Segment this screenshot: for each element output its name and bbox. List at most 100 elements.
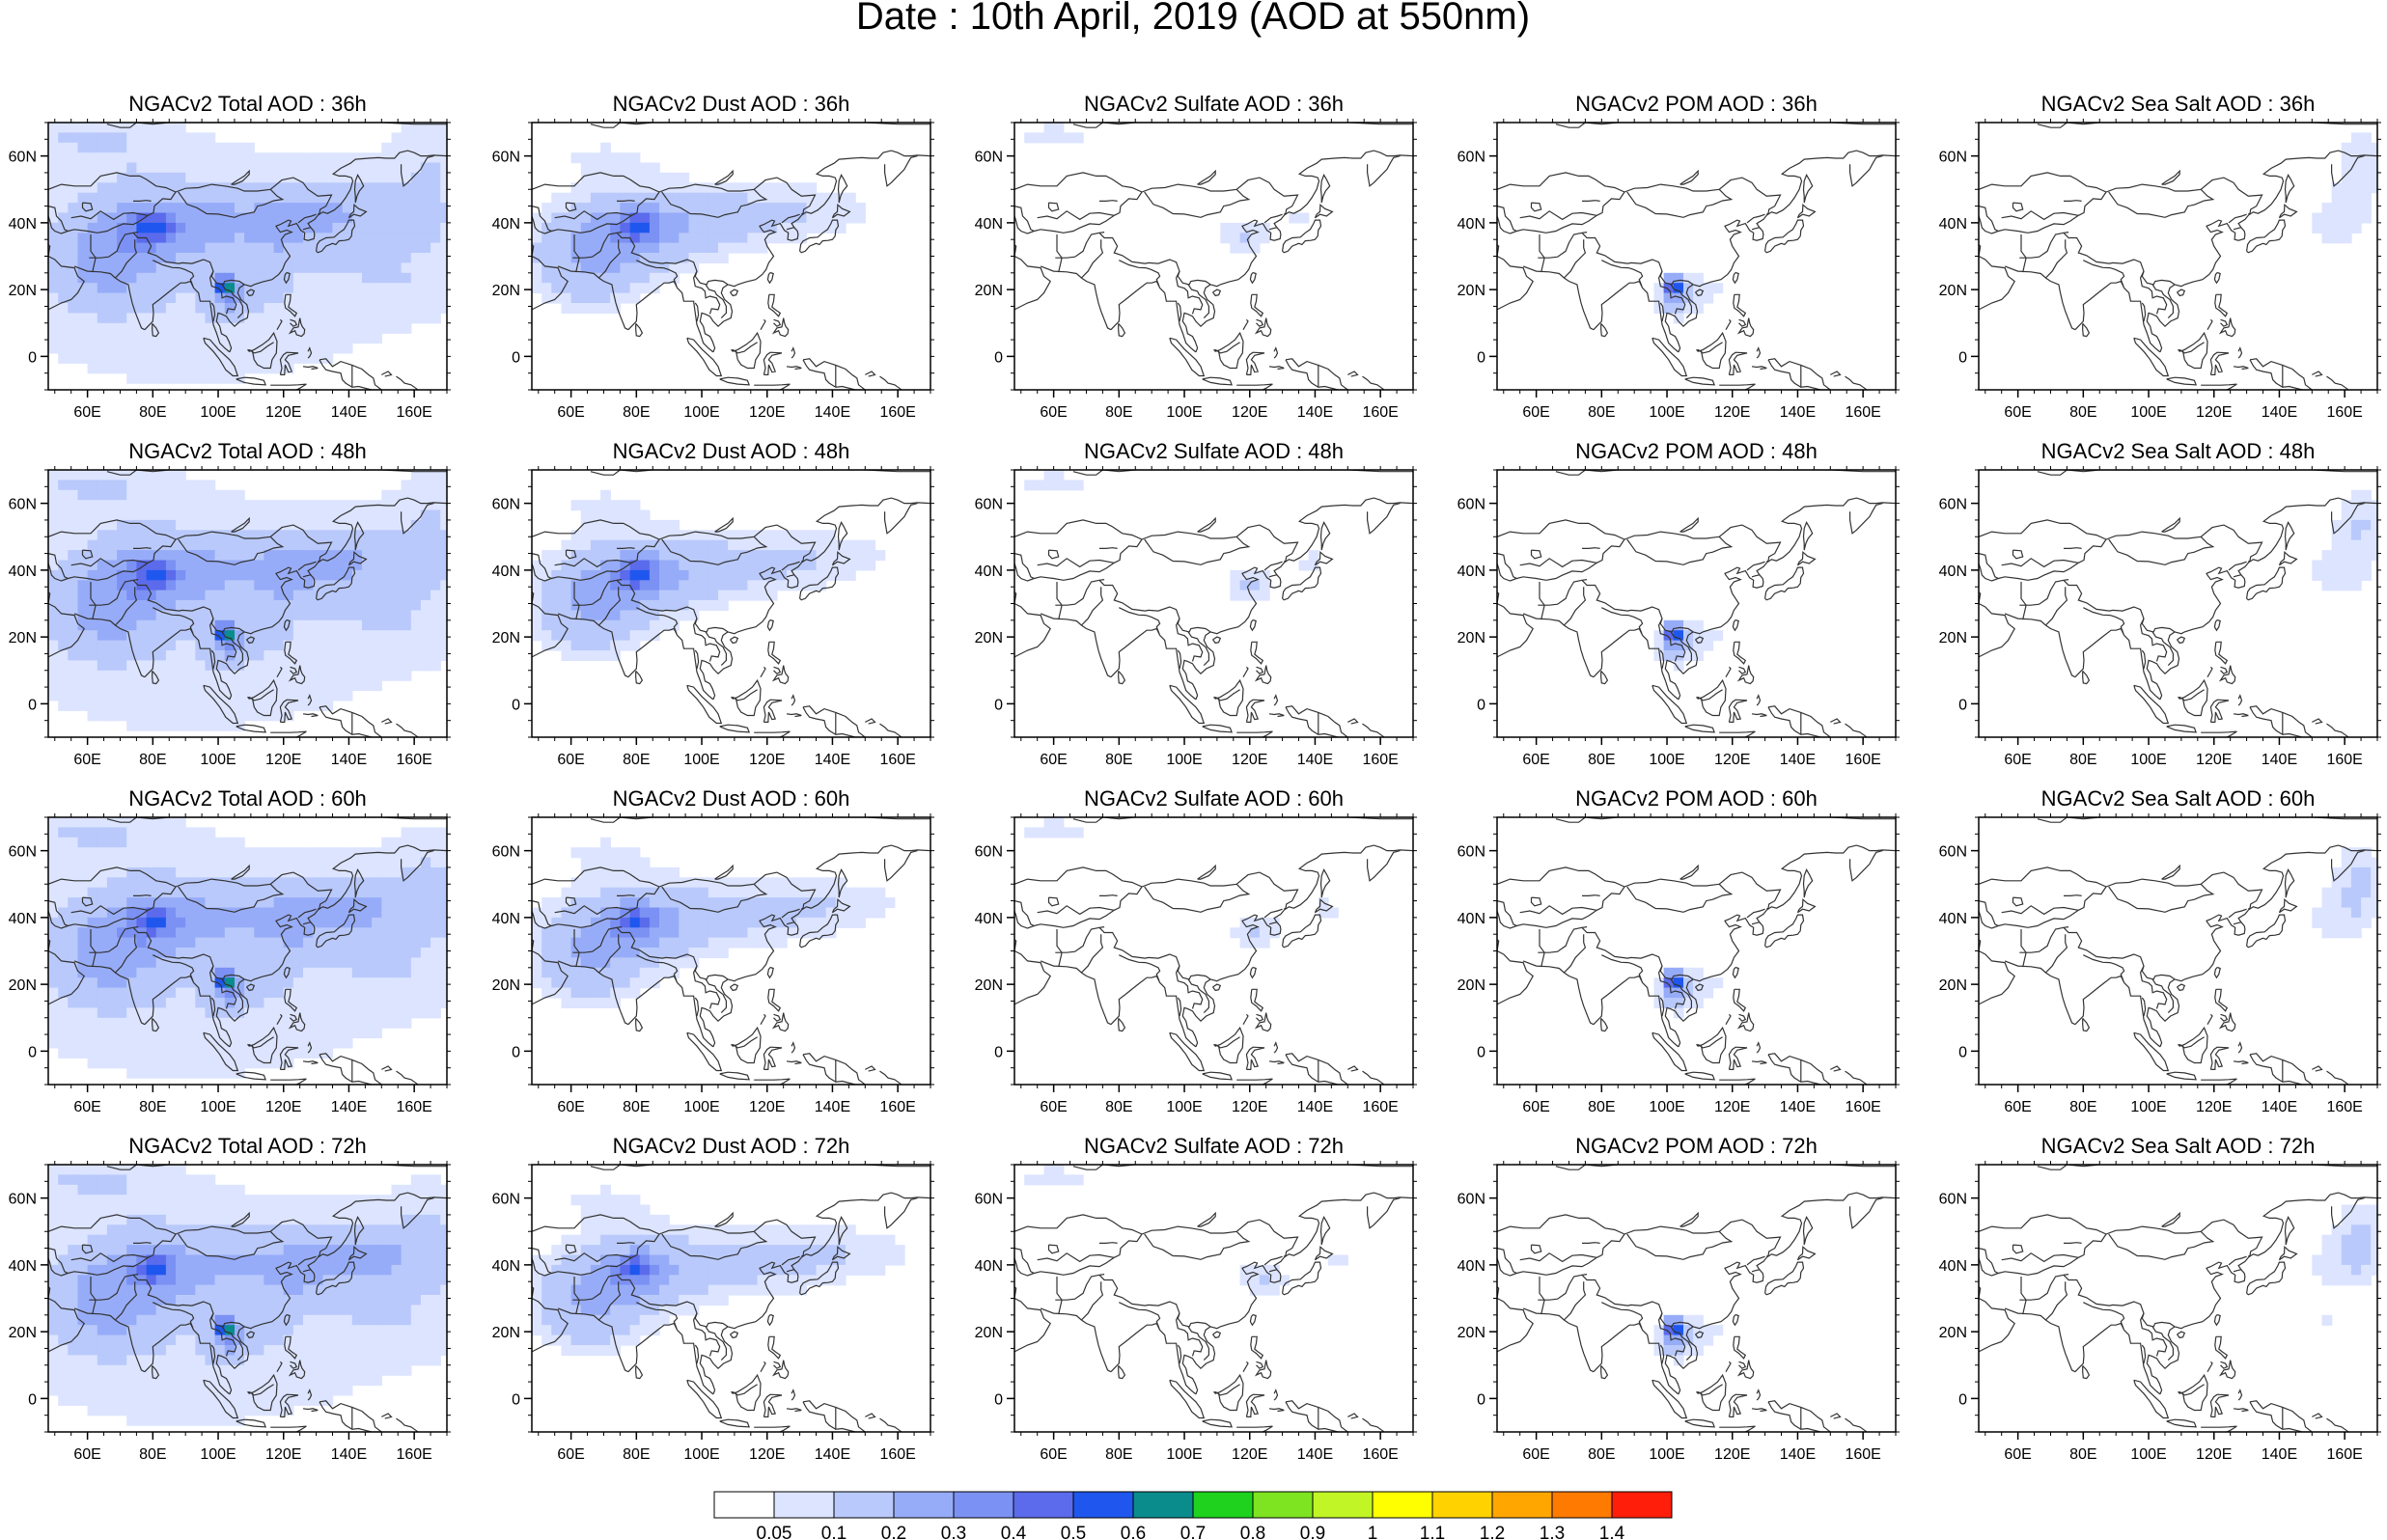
lon-tick-label: 100E: [200, 1446, 236, 1463]
lon-tick-label: 80E: [2069, 1446, 2096, 1463]
lon-tick-label: 120E: [1232, 752, 1267, 768]
lat-tick-label: 0: [1958, 1391, 1967, 1408]
lon-tick-label: 140E: [1297, 752, 1333, 768]
lon-tick-label: 120E: [749, 752, 785, 768]
lat-tick-label: 20N: [975, 1325, 1003, 1341]
panel-sulfate-0: NGACv2 Sulfate AOD : 36h 60E 80E 100E 120E 14…: [975, 92, 1417, 421]
coastlines: [1014, 817, 1413, 1085]
lon-tick-label: 80E: [2069, 752, 2096, 768]
lon-tick-label: 100E: [2130, 404, 2166, 421]
lon-tick-label: 120E: [1714, 752, 1750, 768]
colorbar-label: 1.3: [1540, 1524, 1565, 1540]
colorbar-swatch: [1431, 1491, 1493, 1519]
lon-tick-label: 80E: [1588, 404, 1615, 421]
colorbar-label: 1: [1368, 1524, 1378, 1540]
lon-tick-label: 100E: [200, 1099, 236, 1115]
lon-tick-label: 120E: [749, 404, 785, 421]
lat-tick-label: 0: [1958, 697, 1967, 713]
lat-tick-label: 20N: [1457, 1325, 1485, 1341]
coastlines: [1014, 123, 1413, 390]
lat-tick-label: 40N: [492, 216, 520, 233]
lon-tick-label: 120E: [749, 1099, 785, 1115]
lat-tick-label: 40N: [1939, 216, 1967, 233]
panel-title: NGACv2 Total AOD : 72h: [128, 1134, 367, 1158]
lon-tick-label: 140E: [1780, 752, 1816, 768]
lon-tick-label: 140E: [1780, 404, 1816, 421]
lat-tick-label: 20N: [9, 283, 37, 299]
lon-tick-label: 160E: [1362, 752, 1398, 768]
aod-shading: [532, 1165, 930, 1432]
lon-tick-label: 60E: [1040, 1099, 1067, 1115]
colorbar-label: 0.4: [1001, 1524, 1027, 1540]
lon-tick-label: 60E: [557, 752, 584, 768]
lat-tick-label: 40N: [9, 911, 37, 927]
lon-tick-label: 60E: [1040, 1446, 1067, 1463]
lon-tick-label: 100E: [1649, 1099, 1684, 1115]
lon-tick-label: 60E: [1522, 752, 1549, 768]
panel-pom-2: NGACv2 POM AOD : 60h 60E 80E 100E 120E 140E 16…: [1457, 786, 1900, 1115]
lon-tick-label: 60E: [2004, 752, 2031, 768]
lon-tick-label: 80E: [623, 1099, 650, 1115]
lon-tick-label: 80E: [1105, 404, 1132, 421]
lon-tick-label: 120E: [1714, 404, 1750, 421]
lon-tick-label: 80E: [1105, 752, 1132, 768]
colorbar-label: 0.8: [1240, 1524, 1265, 1540]
colorbar-swatch: [1372, 1491, 1433, 1519]
lon-tick-label: 160E: [1845, 1446, 1880, 1463]
panel-total-0: NGACv2 Total AOD : 36h 60E 80E 100E 120E 140E…: [9, 92, 451, 421]
lon-tick-label: 60E: [2004, 1099, 2031, 1115]
aod-shading: [1014, 1165, 1413, 1432]
lon-tick-label: 140E: [331, 404, 367, 421]
panel-title: NGACv2 Sulfate AOD : 48h: [1084, 439, 1344, 463]
lon-tick-label: 100E: [200, 752, 236, 768]
lat-tick-label: 0: [28, 1044, 37, 1060]
lon-tick-label: 140E: [331, 1446, 367, 1463]
coastlines: [532, 1165, 930, 1432]
lon-tick-label: 60E: [73, 1446, 100, 1463]
lon-tick-label: 120E: [1232, 1446, 1267, 1463]
panel-title: NGACv2 Sea Salt AOD : 72h: [2041, 1134, 2316, 1158]
lon-tick-label: 120E: [2196, 1446, 2232, 1463]
panel-title: NGACv2 Dust AOD : 48h: [613, 439, 850, 463]
panel-sulfate-1: NGACv2 Sulfate AOD : 48h 60E 80E 100E 120E 14…: [975, 439, 1417, 768]
lat-tick-label: 20N: [975, 630, 1003, 646]
panel-title: NGACv2 Dust AOD : 36h: [613, 92, 850, 116]
lat-tick-label: 60N: [492, 150, 520, 166]
panel-title: NGACv2 Sea Salt AOD : 36h: [2041, 92, 2316, 116]
lon-tick-label: 160E: [1845, 752, 1880, 768]
lat-tick-label: 60N: [1939, 150, 1967, 166]
lon-tick-label: 100E: [683, 404, 719, 421]
lat-tick-label: 40N: [492, 564, 520, 580]
aod-shading: [1014, 470, 1413, 737]
coastlines: [532, 470, 930, 737]
lon-tick-label: 140E: [815, 1099, 850, 1115]
lat-tick-label: 0: [28, 349, 37, 366]
lon-tick-label: 60E: [73, 752, 100, 768]
lat-tick-label: 40N: [9, 216, 37, 233]
lon-tick-label: 80E: [2069, 1099, 2096, 1115]
lat-tick-label: 0: [512, 1044, 520, 1060]
lat-tick-label: 60N: [1939, 1192, 1967, 1208]
lat-tick-label: 0: [512, 1391, 520, 1408]
lon-tick-label: 140E: [2262, 1446, 2297, 1463]
lon-tick-label: 100E: [683, 1446, 719, 1463]
lat-tick-label: 20N: [492, 977, 520, 994]
panel-title: NGACv2 POM AOD : 60h: [1575, 786, 1818, 811]
colorbar-label: 0.1: [821, 1524, 847, 1540]
lon-tick-label: 100E: [1649, 1446, 1684, 1463]
coastlines: [1979, 1165, 2377, 1432]
lon-tick-label: 140E: [331, 752, 367, 768]
panel-seasalt-2: NGACv2 Sea Salt AOD : 60h 60E 80E 100E 120E 1…: [1939, 786, 2381, 1115]
panel-grid: NGACv2 Total AOD : 36h 60E 80E 100E 120E 140E…: [9, 92, 2381, 1463]
lat-tick-label: 60N: [492, 844, 520, 861]
lat-tick-label: 60N: [975, 497, 1003, 513]
lon-tick-label: 120E: [265, 404, 301, 421]
coastlines: [48, 123, 447, 390]
panel-title: NGACv2 Total AOD : 48h: [128, 439, 367, 463]
lat-tick-label: 60N: [1457, 1192, 1485, 1208]
lon-tick-label: 140E: [2262, 752, 2297, 768]
lat-tick-label: 20N: [492, 1325, 520, 1341]
lat-tick-label: 20N: [9, 630, 37, 646]
lon-tick-label: 80E: [623, 404, 650, 421]
coastlines: [1979, 123, 2377, 390]
